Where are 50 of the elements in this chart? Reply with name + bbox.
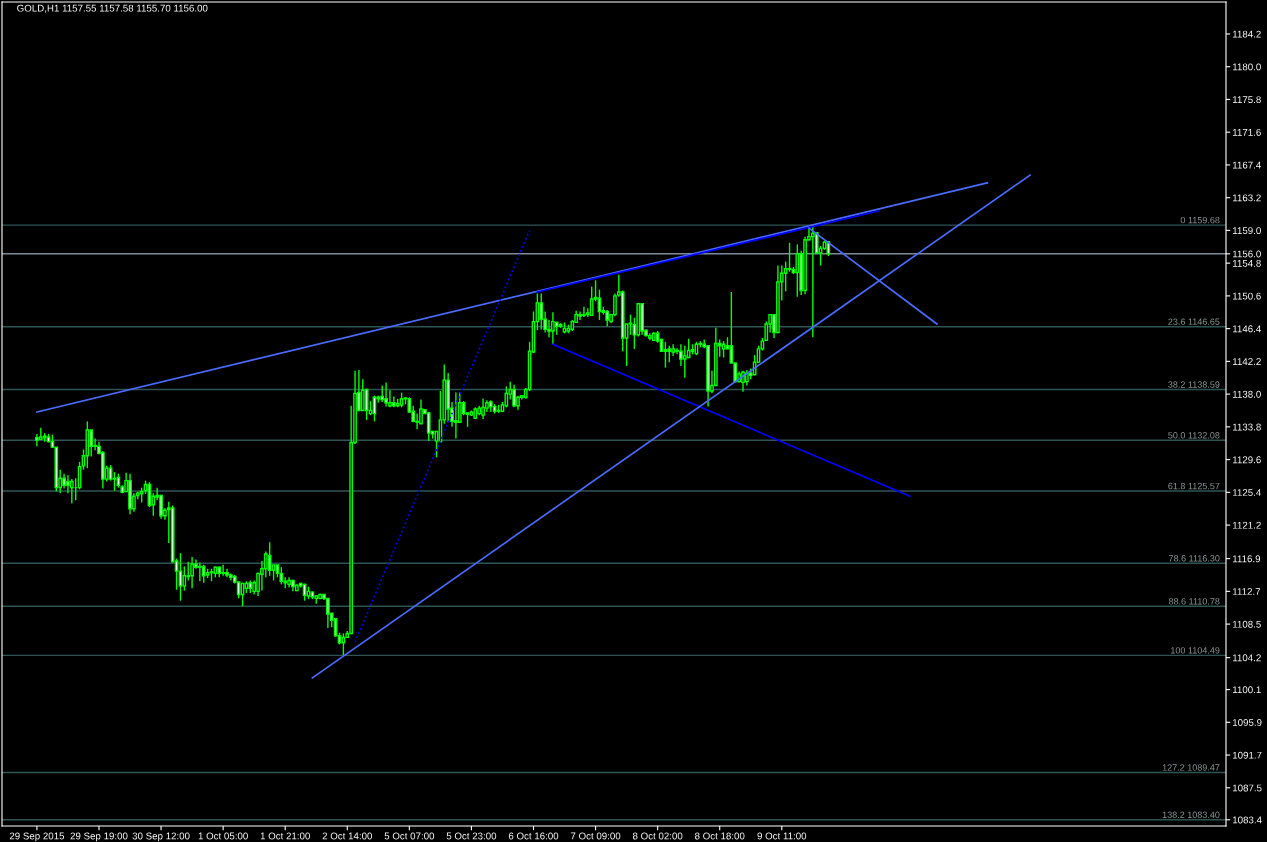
y-tick-label: 1116.9 <box>1232 555 1261 563</box>
x-tick-label: 30 Sep 12:00 <box>132 832 190 842</box>
y-tick-label: 1095.9 <box>1232 719 1262 726</box>
ref-line-label: 88.6 1110.78 <box>1168 598 1220 605</box>
x-tick-label: 29 Sep 19:00 <box>70 832 128 842</box>
ref-line-label: 50.0 1132.08 <box>1168 432 1220 439</box>
y-tick-label: 1150.6 <box>1232 292 1261 300</box>
y-tick-label: 1108.5 <box>1232 620 1261 628</box>
ref-line-label: 138.2 1083.40 <box>1162 811 1220 818</box>
x-tick-label: 8 Oct 18:00 <box>695 832 745 840</box>
y-tick-label: 1083.4 <box>1232 816 1262 824</box>
x-tick-label: 1 Oct 05:00 <box>198 832 248 840</box>
y-tick-label: 1129.6 <box>1232 456 1261 464</box>
ref-line-label: 127.2 1089.47 <box>1162 764 1220 771</box>
y-tick-label: 1171.6 <box>1232 128 1261 136</box>
ref-line-label: 23.6 1146.65 <box>1168 318 1220 325</box>
ref-line-label: 61.8 1125.57 <box>1168 482 1220 490</box>
y-tick-label: 1146.4 <box>1232 325 1261 333</box>
x-tick-label: 8 Oct 02:00 <box>632 832 683 840</box>
x-tick-label: 6 Oct 16:00 <box>508 832 559 840</box>
x-tick-label: 1 Oct 21:00 <box>260 832 310 840</box>
x-tick-label: 5 Oct 23:00 <box>446 832 497 840</box>
y-tick-label: 1156.0 <box>1232 250 1261 258</box>
y-tick-label: 1154.8 <box>1232 259 1261 267</box>
x-tick-label: 29 Sep 2015 <box>9 832 65 842</box>
ref-line-label: 100 1104.49 <box>1171 647 1220 654</box>
y-tick-label: 1180.0 <box>1232 63 1261 71</box>
chart-title: GOLD,H1 1157.55 1157.58 1155.70 1156.00 <box>17 4 208 13</box>
y-tick-label: 1091.7 <box>1232 751 1262 759</box>
ref-line-label: 78.6 1116.30 <box>1168 555 1220 562</box>
y-tick-label: 1159.0 <box>1232 227 1261 235</box>
y-tick-label: 1142.2 <box>1232 358 1261 365</box>
ref-line-label: 38.2 1138.59 <box>1168 381 1220 388</box>
x-tick-label: 7 Oct 09:00 <box>570 832 621 840</box>
y-tick-label: 1163.2 <box>1232 194 1261 202</box>
y-tick-label: 1100.1 <box>1232 686 1261 694</box>
x-tick-label: 2 Oct 14:00 <box>322 832 373 840</box>
y-tick-label: 1184.2 <box>1232 30 1261 38</box>
y-tick-label: 1121.2 <box>1232 521 1261 529</box>
y-tick-label: 1104.2 <box>1232 654 1261 662</box>
y-tick-label: 1133.8 <box>1232 423 1261 431</box>
x-tick-label: 9 Oct 11:00 <box>757 832 807 840</box>
y-tick-label: 1175.8 <box>1232 96 1261 104</box>
y-tick-label: 1112.7 <box>1232 588 1261 595</box>
y-tick-label: 1138.0 <box>1232 390 1261 398</box>
y-tick-label: 1087.5 <box>1232 784 1262 792</box>
y-tick-label: 1167.4 <box>1232 161 1261 169</box>
y-tick-label: 1125.4 <box>1232 489 1261 496</box>
x-tick-label: 5 Oct 07:00 <box>384 832 435 840</box>
ref-line-label: 0 1159.68 <box>1180 216 1220 224</box>
